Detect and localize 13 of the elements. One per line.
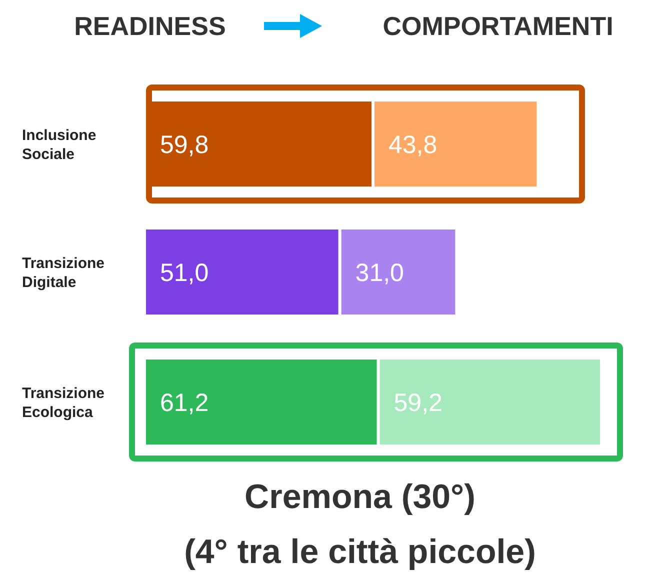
y-tick-label: Inclusione Sociale bbox=[22, 127, 96, 163]
data-label: 31,0 bbox=[355, 259, 404, 287]
text: READINESS bbox=[74, 11, 226, 41]
data-label: 51,0 bbox=[160, 259, 209, 287]
y-tick-label: Transizione Ecologica bbox=[22, 385, 105, 421]
y-tick-label: Transizione Digitale bbox=[22, 255, 105, 291]
text: COMPORTAMENTI bbox=[382, 11, 614, 41]
data-label: 59,8 bbox=[160, 131, 209, 159]
data-label: 61,2 bbox=[160, 389, 209, 417]
data-label: 43,8 bbox=[388, 131, 438, 159]
text: (4° tra le città piccole) bbox=[184, 533, 536, 571]
data-label: 59,2 bbox=[394, 389, 442, 417]
text: Cremona (30°) bbox=[244, 478, 476, 516]
